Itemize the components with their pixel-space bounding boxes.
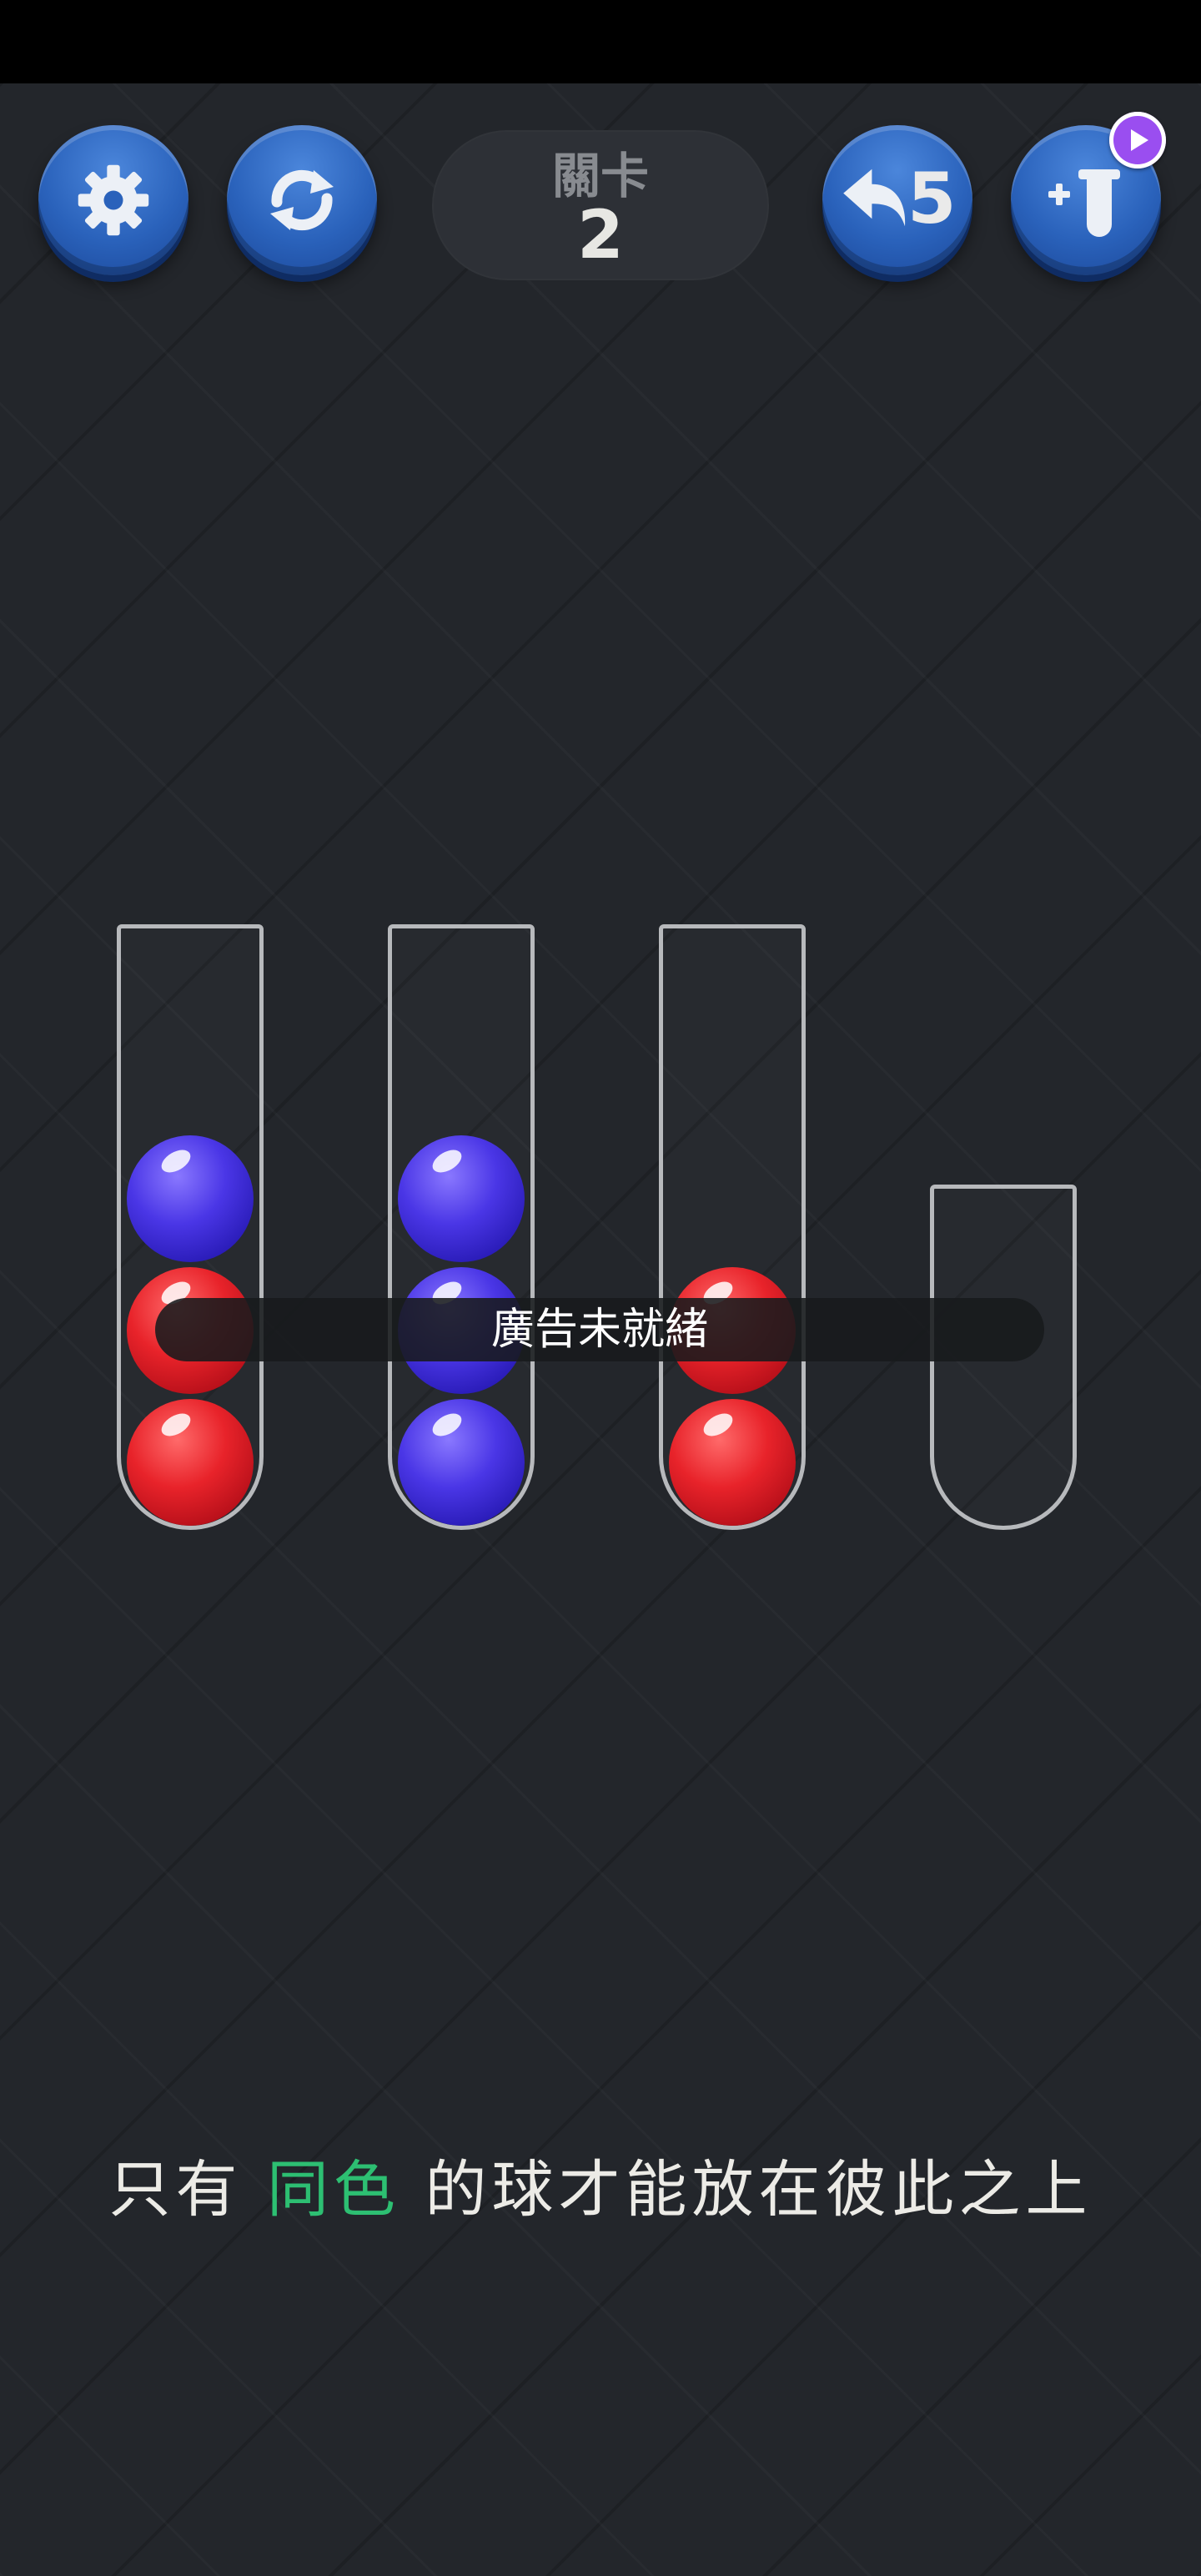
ball-highlight xyxy=(700,1408,736,1441)
restart-button[interactable] xyxy=(227,125,377,275)
level-label: 關卡 xyxy=(551,148,649,204)
hint-text: 只有 同色 的球才能放在彼此之上 xyxy=(0,2152,1201,2227)
undo-count: 5 xyxy=(907,158,957,239)
status-bar xyxy=(0,0,1201,83)
blue-ball xyxy=(398,1399,525,1526)
restart-icon xyxy=(270,169,334,231)
red-ball xyxy=(669,1399,796,1526)
play-video-icon xyxy=(1131,129,1148,151)
level-number: 2 xyxy=(577,196,624,274)
blue-ball xyxy=(127,1135,254,1262)
undo-arrow-icon xyxy=(843,169,906,227)
settings-button[interactable] xyxy=(38,125,188,275)
hint-after: 的球才能放在彼此之上 xyxy=(400,2154,1093,2226)
ball-highlight xyxy=(429,1408,465,1441)
play-video-badge xyxy=(1109,112,1166,169)
tube-2[interactable] xyxy=(388,924,535,1530)
hint-highlight: 同色 xyxy=(267,2154,400,2226)
ball-highlight xyxy=(429,1145,465,1178)
hint-before: 只有 xyxy=(108,2154,267,2226)
tube-1[interactable] xyxy=(117,924,264,1530)
level-indicator: 關卡 2 xyxy=(432,130,769,280)
red-ball xyxy=(127,1399,254,1526)
ball-highlight xyxy=(158,1408,194,1441)
blue-ball xyxy=(398,1135,525,1262)
tube-3[interactable] xyxy=(659,924,806,1530)
add-tube-icon xyxy=(1048,169,1120,237)
ad-not-ready-toast: 廣告未就緒 xyxy=(155,1298,1044,1361)
undo-button[interactable]: 5 xyxy=(822,125,972,275)
gear-icon xyxy=(78,164,149,236)
ball-highlight xyxy=(158,1145,194,1178)
